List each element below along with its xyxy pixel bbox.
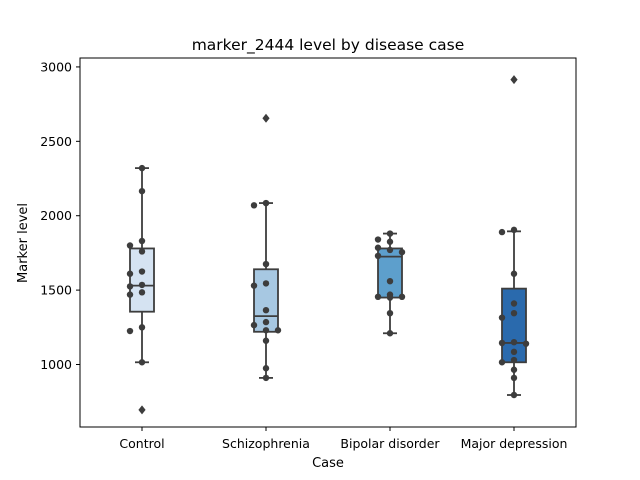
data-point xyxy=(498,339,506,347)
data-point xyxy=(262,337,270,344)
data-point xyxy=(398,293,406,301)
data-point xyxy=(498,228,506,236)
data-point xyxy=(510,391,518,399)
data-point xyxy=(126,270,134,277)
data-point xyxy=(138,237,146,245)
data-point xyxy=(126,291,134,298)
data-point xyxy=(262,199,270,207)
data-point xyxy=(262,374,270,382)
x-tick-label: Control xyxy=(119,436,164,451)
data-point xyxy=(138,187,146,195)
data-point xyxy=(262,260,270,268)
data-point xyxy=(138,268,146,275)
data-point xyxy=(386,309,394,317)
data-point xyxy=(498,359,506,366)
outlier-point xyxy=(262,113,270,123)
y-tick-label: 3000 xyxy=(40,59,72,74)
data-point xyxy=(510,374,518,382)
box-group-schizophrenia xyxy=(250,113,282,382)
data-point xyxy=(386,294,394,301)
data-point xyxy=(374,252,382,260)
data-point xyxy=(510,270,518,277)
plot-frame xyxy=(79,57,577,428)
data-point xyxy=(522,340,530,347)
box-group-major-depression xyxy=(498,75,530,399)
data-point xyxy=(262,318,270,326)
data-point xyxy=(398,248,406,256)
data-point xyxy=(374,293,382,301)
data-point xyxy=(138,324,146,331)
data-point xyxy=(126,283,134,290)
data-point xyxy=(262,365,270,372)
data-point xyxy=(262,280,270,287)
y-tick-label: 2000 xyxy=(40,208,72,223)
data-point xyxy=(262,306,270,314)
data-point xyxy=(138,248,146,255)
data-point xyxy=(510,226,518,234)
data-point xyxy=(386,238,394,245)
box-group-control xyxy=(126,164,155,415)
data-point xyxy=(386,277,394,285)
data-point xyxy=(498,314,506,321)
data-point xyxy=(510,338,518,346)
plot-area: 1000 1500 2000 2500 3000 Control Schizophrenia… xyxy=(40,57,577,451)
chart-title: marker_2444 level by disease case xyxy=(192,36,465,55)
x-tick-label: Bipolar disorder xyxy=(340,436,440,451)
outlier-point xyxy=(138,405,146,415)
data-point xyxy=(510,309,518,317)
data-point xyxy=(386,330,394,337)
data-point xyxy=(510,356,518,364)
data-point xyxy=(510,300,518,307)
data-point xyxy=(250,282,258,289)
data-point xyxy=(250,321,258,329)
data-point xyxy=(386,230,394,237)
data-point xyxy=(126,327,134,335)
y-tick-label: 2500 xyxy=(40,134,72,149)
data-point xyxy=(386,246,394,254)
box-group-bipolar-disorder xyxy=(374,230,406,337)
data-point xyxy=(126,242,134,249)
y-tick-label: 1000 xyxy=(40,357,72,372)
y-axis-title: Marker level xyxy=(16,203,31,283)
data-point xyxy=(138,164,146,172)
data-point xyxy=(274,327,282,334)
data-point xyxy=(138,281,146,289)
data-point xyxy=(510,366,518,373)
x-axis-title: Case xyxy=(312,456,344,471)
outlier-point xyxy=(510,75,518,85)
data-point xyxy=(374,236,382,243)
data-point xyxy=(262,327,270,334)
box xyxy=(129,247,155,313)
data-point xyxy=(250,202,258,209)
data-point xyxy=(510,348,518,356)
data-point xyxy=(374,244,382,251)
x-tick-label: Major depression xyxy=(461,436,568,451)
box xyxy=(253,268,279,333)
data-point xyxy=(138,359,146,366)
x-tick-label: Schizophrenia xyxy=(222,436,310,451)
y-tick-label: 1500 xyxy=(40,283,72,298)
data-point xyxy=(138,289,146,296)
